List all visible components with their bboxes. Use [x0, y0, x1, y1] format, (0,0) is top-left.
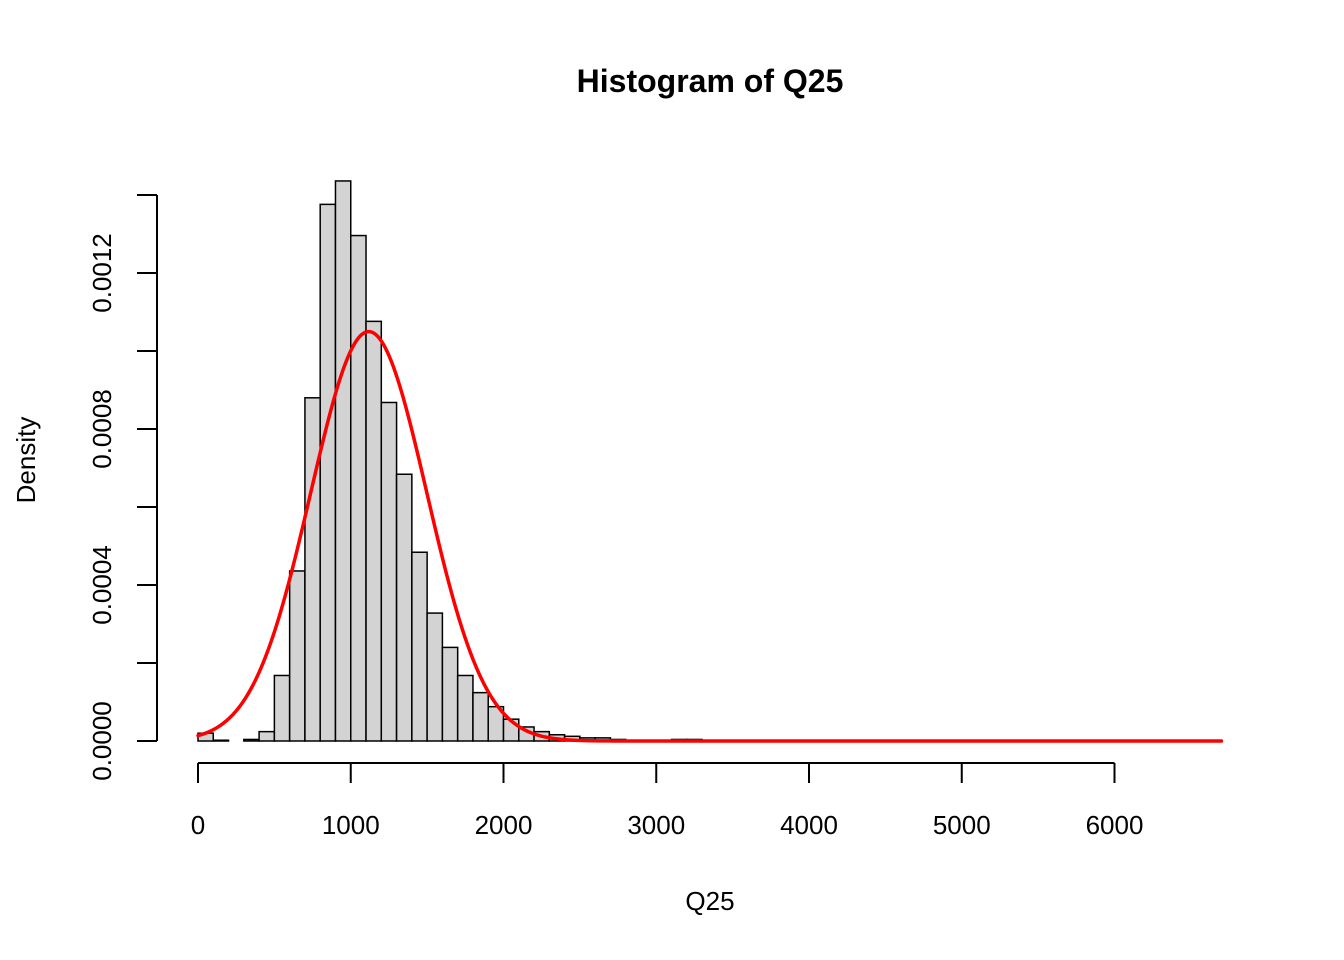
histogram-bar [395, 473, 413, 742]
y-tick-label: 0.0008 [87, 389, 117, 469]
histogram-bar [243, 738, 260, 742]
x-tick-label: 6000 [1086, 810, 1144, 840]
normal-density-curve [196, 329, 1224, 743]
chart-title: Histogram of Q25 [577, 63, 844, 99]
y-tick-label: 0.0012 [87, 233, 117, 313]
histogram-bar [304, 397, 321, 742]
histogram-bar [365, 320, 383, 742]
histogram-bar [472, 691, 489, 742]
x-axis-label: Q25 [685, 886, 734, 916]
y-tick-label: 0.0000 [87, 701, 117, 781]
x-tick-label: 4000 [780, 810, 838, 840]
histogram-bar [334, 180, 352, 742]
histogram-bars [197, 180, 703, 742]
x-tick-label: 5000 [933, 810, 991, 840]
x-tick-label: 3000 [627, 810, 685, 840]
histogram-bar [411, 551, 428, 742]
density-curve-layer [196, 329, 1224, 743]
histogram-bar [426, 612, 444, 742]
histogram-bar [456, 674, 474, 742]
x-tick-label: 1000 [322, 810, 380, 840]
histogram-bar [350, 234, 367, 742]
histogram-bar [212, 739, 230, 742]
y-tick-label: 0.0004 [87, 545, 117, 625]
y-axis-label: Density [11, 417, 41, 504]
histogram-bar [441, 646, 459, 742]
histogram-bar [319, 203, 337, 742]
y-axis: 0.0000 0.0004 0.0008 0.0012 [87, 194, 158, 781]
x-tick-label: 2000 [475, 810, 533, 840]
histogram-bar [273, 674, 291, 742]
x-axis: 0 1000 2000 3000 4000 5000 6000 [191, 762, 1144, 840]
histogram-bar [380, 401, 398, 742]
histogram-bar [258, 730, 276, 742]
histogram-bar [288, 570, 306, 742]
x-tick-label: 0 [191, 810, 205, 840]
